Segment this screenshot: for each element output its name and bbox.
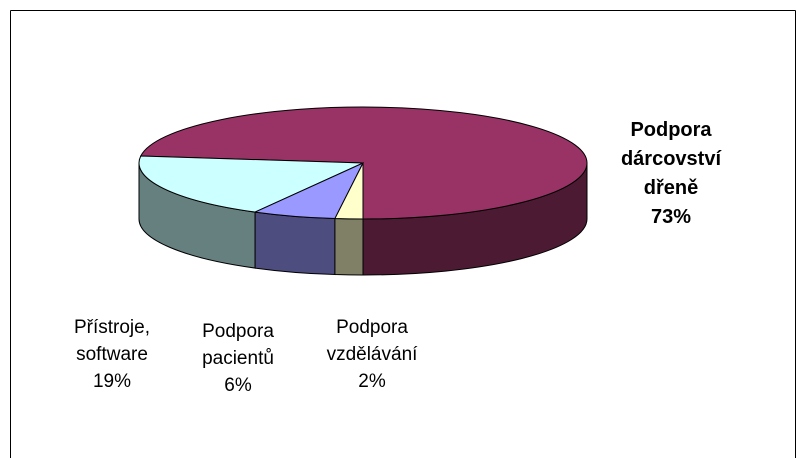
category-label: Podpora pacientů [202, 321, 274, 369]
data-label: Podpora vzdělávání 2% [318, 314, 426, 395]
category-label: Přístroje, software [73, 317, 151, 365]
value-label: 2% [358, 371, 386, 392]
category-label: Podpora dárcovství dřeně [620, 119, 722, 199]
slice-side [254, 211, 336, 276]
slice-top [334, 162, 364, 220]
value-label: 6% [224, 375, 252, 396]
category-label: Podpora vzdělávání [326, 317, 418, 365]
slice-top [138, 155, 364, 213]
value-label: 73% [650, 206, 692, 228]
data-label: Podpora pacientů 6% [186, 318, 290, 399]
data-label: Přístroje, software 19% [52, 314, 172, 395]
slice-side [334, 218, 364, 276]
slice-top [139, 106, 588, 220]
data-label: Podpora dárcovství dřeně 73% [606, 116, 736, 232]
value-label: 19% [92, 371, 132, 392]
